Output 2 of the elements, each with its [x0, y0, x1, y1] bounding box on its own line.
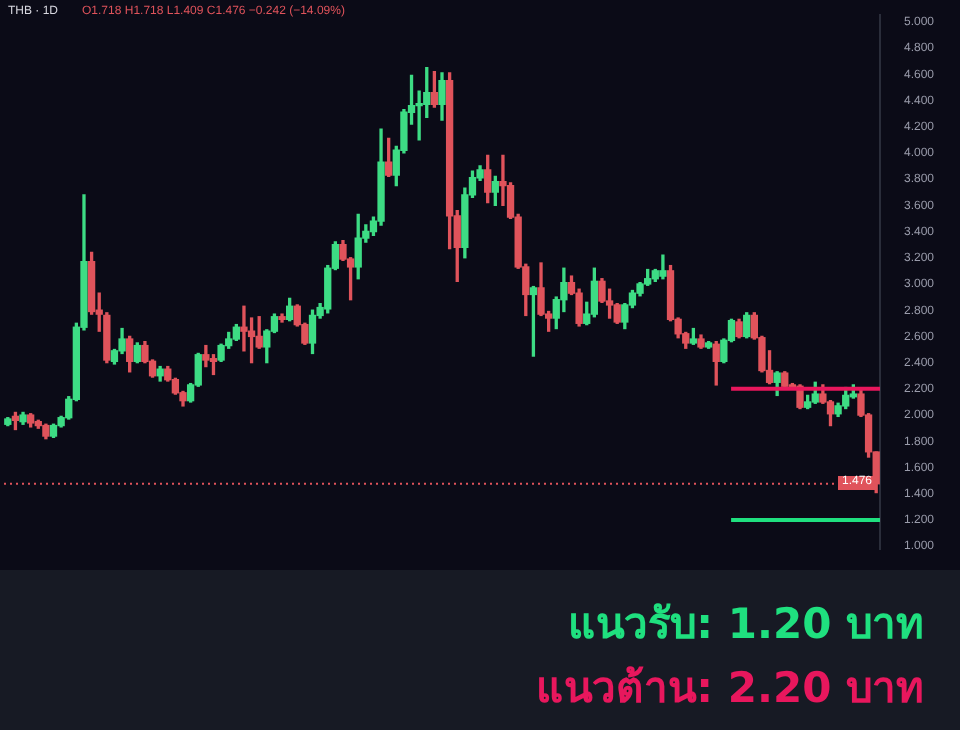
ref-line-label: แนวรับ: 1.20 บาท — [568, 598, 924, 652]
ref-line-label: แนวต้าน: 2.20 บาท — [536, 662, 924, 716]
